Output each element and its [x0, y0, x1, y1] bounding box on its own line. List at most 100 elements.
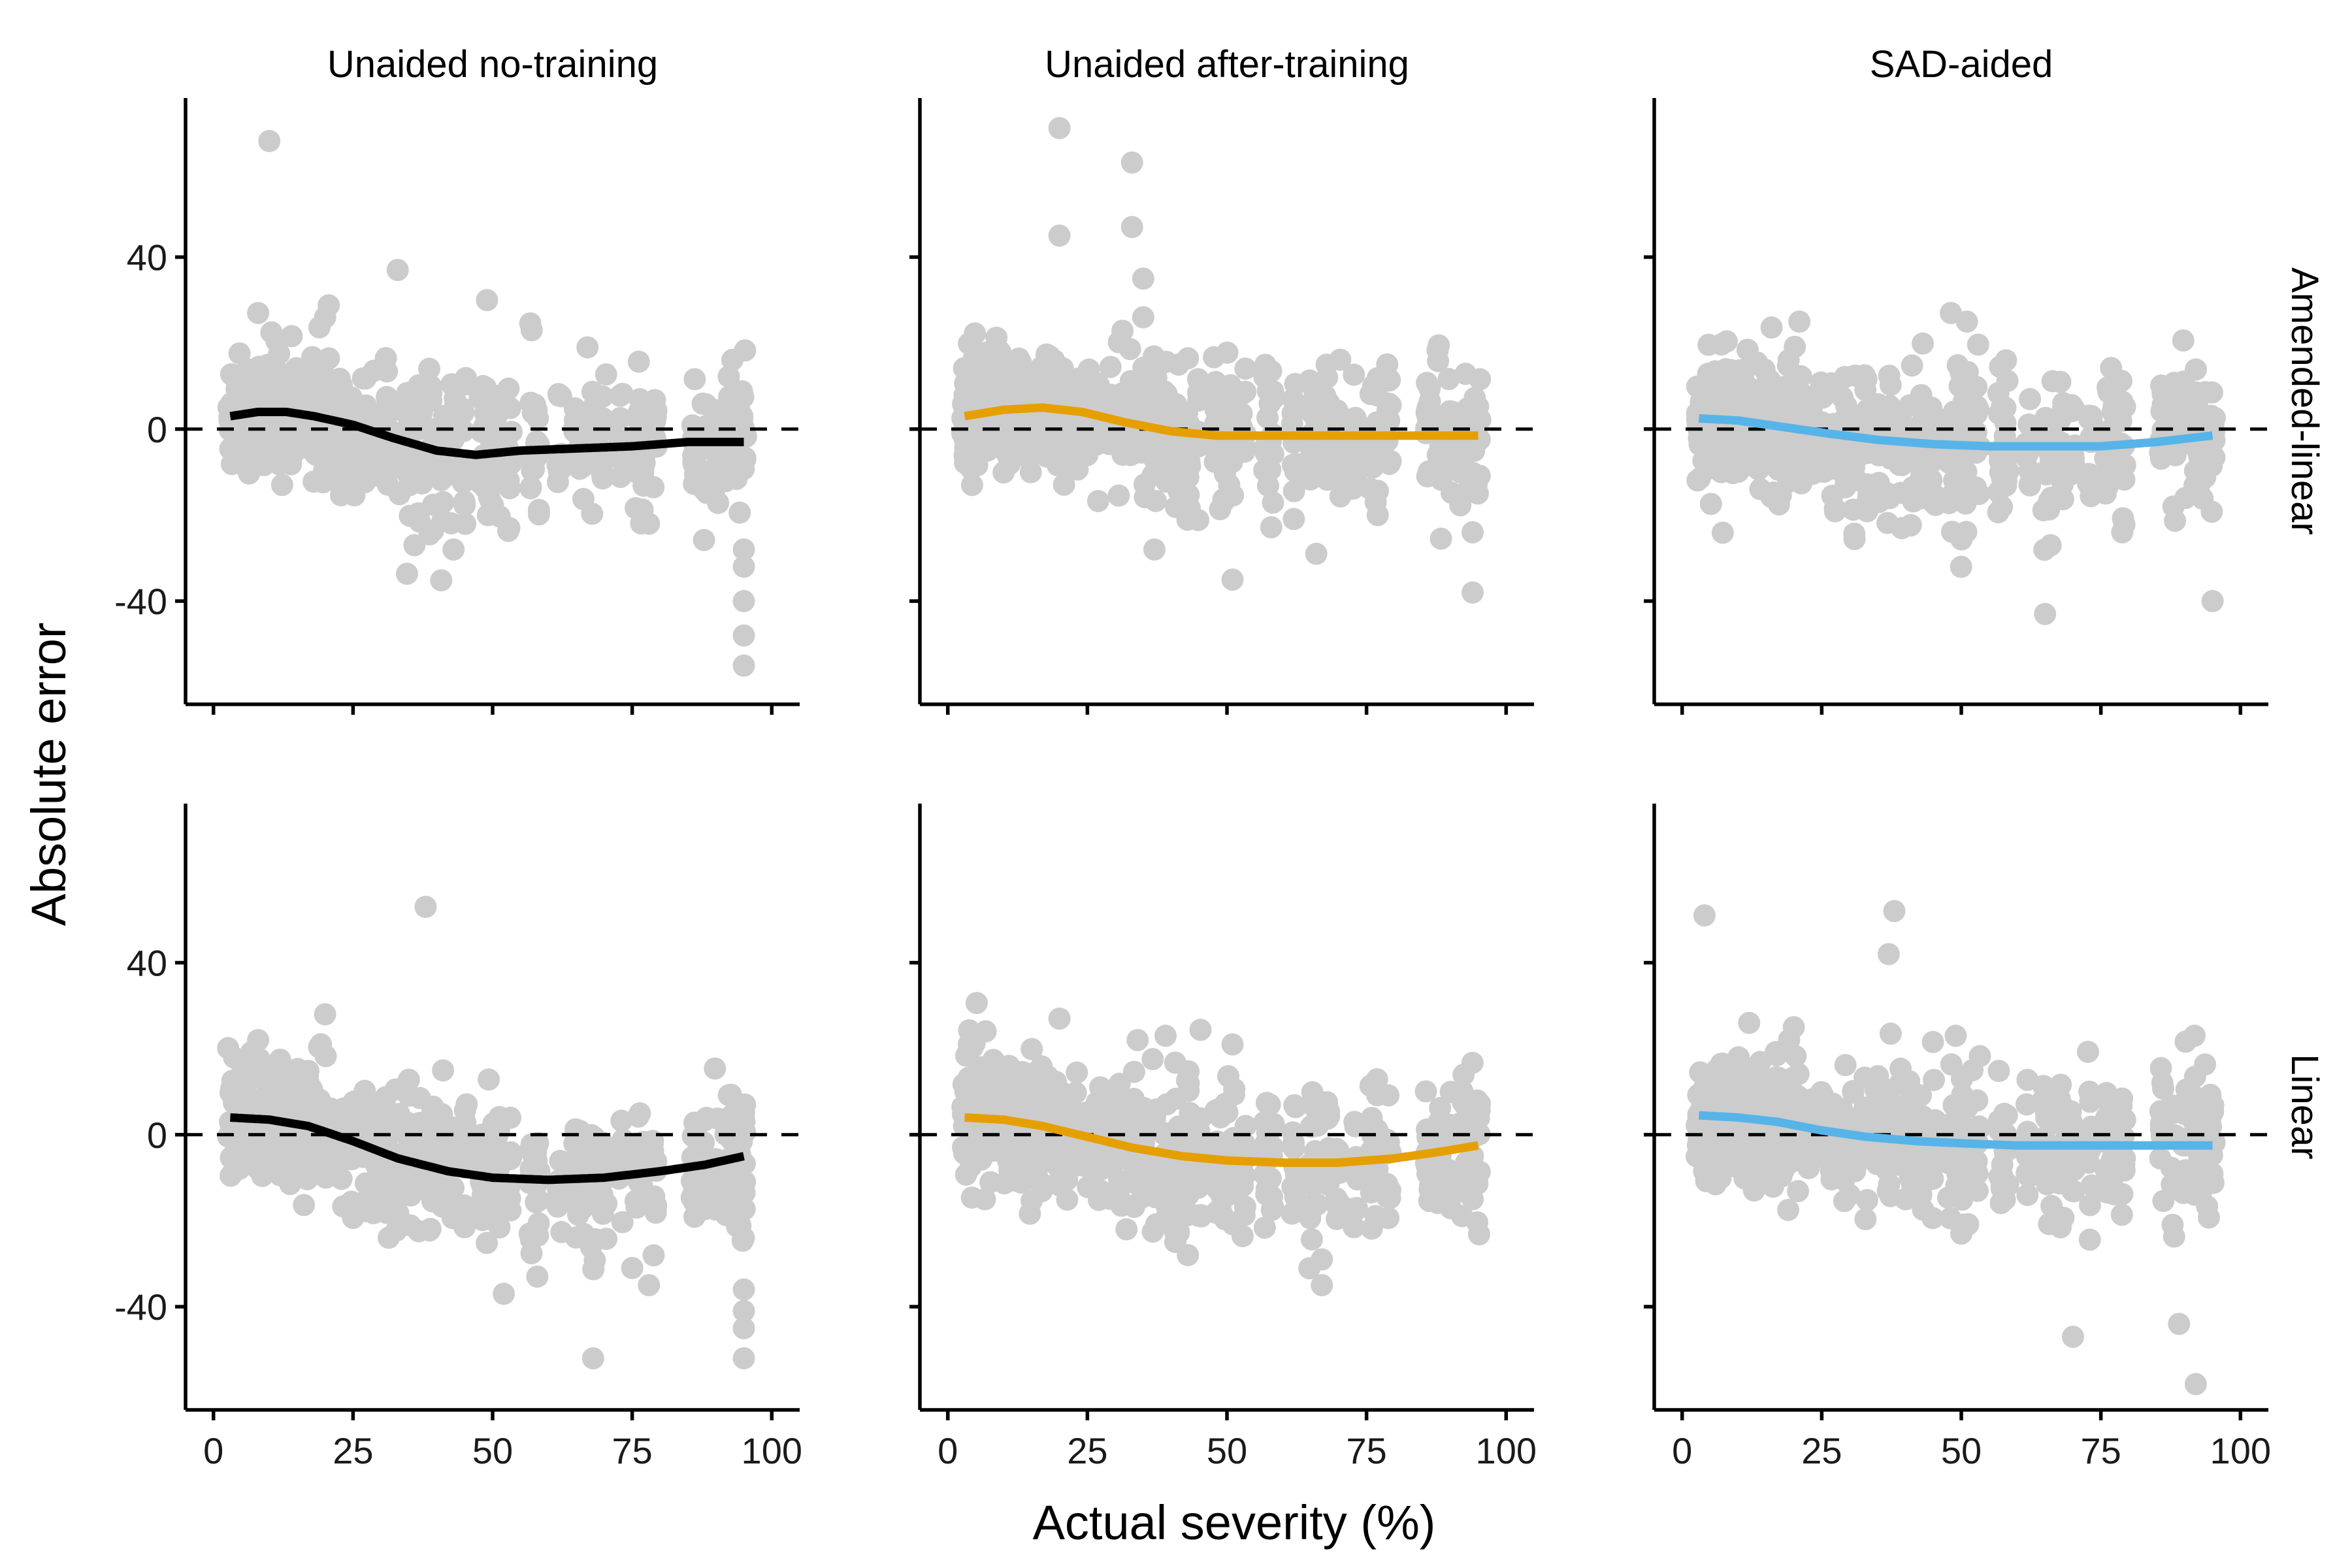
data-point — [1187, 508, 1210, 531]
data-point — [642, 476, 665, 498]
x-tick-label: 75 — [2080, 1430, 2121, 1471]
outlier-point — [1311, 1274, 1333, 1297]
data-point — [1176, 1069, 1199, 1092]
data-point — [1303, 1193, 1326, 1216]
data-point — [330, 1168, 353, 1190]
data-point — [730, 408, 753, 431]
data-point — [733, 1198, 756, 1220]
data-point — [1467, 395, 1490, 418]
data-point — [499, 1106, 522, 1129]
data-point — [453, 494, 476, 517]
data-point — [270, 474, 293, 497]
data-point — [527, 1189, 550, 1212]
data-point — [546, 470, 569, 493]
outlier-point — [1177, 1244, 1200, 1267]
data-point — [693, 529, 715, 551]
outlier-point — [732, 1226, 755, 1249]
data-point — [1231, 1224, 1254, 1247]
data-point — [432, 1059, 455, 1082]
y-tick-label: -40 — [114, 581, 167, 622]
data-point — [1787, 1062, 1810, 1085]
data-point — [1760, 316, 1783, 339]
outlier-point — [1462, 1188, 1484, 1211]
outlier-point — [1311, 1248, 1333, 1271]
x-axis-title: Actual severity (%) — [1033, 1495, 1436, 1550]
data-point — [500, 421, 523, 444]
data-point — [248, 1048, 271, 1071]
data-point — [293, 1194, 316, 1217]
data-point — [497, 475, 520, 498]
data-point — [591, 385, 614, 408]
data-point — [595, 363, 617, 386]
data-point — [1262, 491, 1284, 514]
outlier-point — [1462, 521, 1484, 544]
data-point — [451, 397, 474, 420]
data-point — [2061, 1179, 2084, 1202]
data-point — [1823, 500, 1846, 523]
x-tick-label: 0 — [203, 1430, 223, 1471]
data-point — [1107, 484, 1130, 507]
data-point — [1965, 476, 1987, 499]
point-cloud — [217, 129, 757, 677]
outlier-point — [442, 538, 465, 561]
outlier-point — [1366, 504, 1389, 527]
column-label-unaided-no-training: Unaided no-training — [327, 43, 658, 86]
data-point — [454, 512, 477, 535]
data-point — [2019, 387, 2042, 410]
x-tick-label: 25 — [333, 1430, 373, 1471]
data-point — [1377, 1207, 1400, 1230]
data-point — [453, 1123, 476, 1146]
data-point — [1950, 555, 1972, 578]
data-point — [1966, 1162, 1989, 1185]
data-point — [2062, 447, 2085, 470]
outlier-point — [258, 129, 281, 152]
outlier-point — [1950, 525, 1972, 548]
data-point — [1376, 1173, 1399, 1196]
data-point — [1777, 1198, 1800, 1221]
data-point — [1965, 376, 1988, 399]
outlier-point — [1782, 1016, 1805, 1039]
data-point — [478, 1068, 500, 1091]
data-point — [642, 1244, 665, 1267]
smooth-trend-line — [229, 408, 745, 459]
data-point — [1344, 406, 1367, 429]
data-point — [609, 406, 632, 429]
data-point — [1854, 1208, 1877, 1231]
data-point — [2200, 381, 2223, 404]
data-point — [1216, 341, 1239, 364]
row-label-linear: Linear — [2283, 1054, 2326, 1159]
data-point — [2110, 369, 2133, 392]
data-point — [1844, 1160, 1867, 1183]
data-point — [2016, 1183, 2039, 1206]
data-point — [1784, 335, 1806, 358]
x-tick-label: 100 — [1476, 1430, 1537, 1471]
data-point — [642, 414, 665, 437]
data-point — [1099, 355, 1122, 378]
data-point — [2194, 1053, 2217, 1076]
data-point — [1831, 386, 1854, 409]
outlier-point — [1961, 1059, 1984, 1082]
data-point — [1965, 402, 1988, 425]
x-tick-label: 25 — [1067, 1430, 1107, 1471]
point-cloud — [217, 895, 757, 1370]
data-point — [1342, 477, 1365, 500]
y-axis-title: Absolute error — [22, 623, 76, 926]
data-point — [1223, 1077, 1246, 1100]
data-point — [627, 1105, 649, 1128]
outlier-point — [1115, 1218, 1138, 1241]
data-point — [1920, 468, 1943, 491]
data-point — [2203, 406, 2226, 429]
data-point — [1469, 368, 1492, 391]
data-point — [2112, 507, 2134, 530]
data-point — [2172, 329, 2195, 352]
data-point — [1177, 466, 1200, 489]
outlier-point — [2039, 534, 2062, 557]
outlier-point — [1126, 1028, 1149, 1051]
x-tick-label: 75 — [612, 1430, 652, 1471]
data-point — [476, 1232, 498, 1254]
outlier-point — [1894, 1188, 1917, 1211]
data-point — [1053, 473, 1075, 496]
outlier-point — [386, 259, 409, 282]
point-cloud — [951, 992, 1492, 1297]
data-point — [1019, 1202, 1041, 1225]
